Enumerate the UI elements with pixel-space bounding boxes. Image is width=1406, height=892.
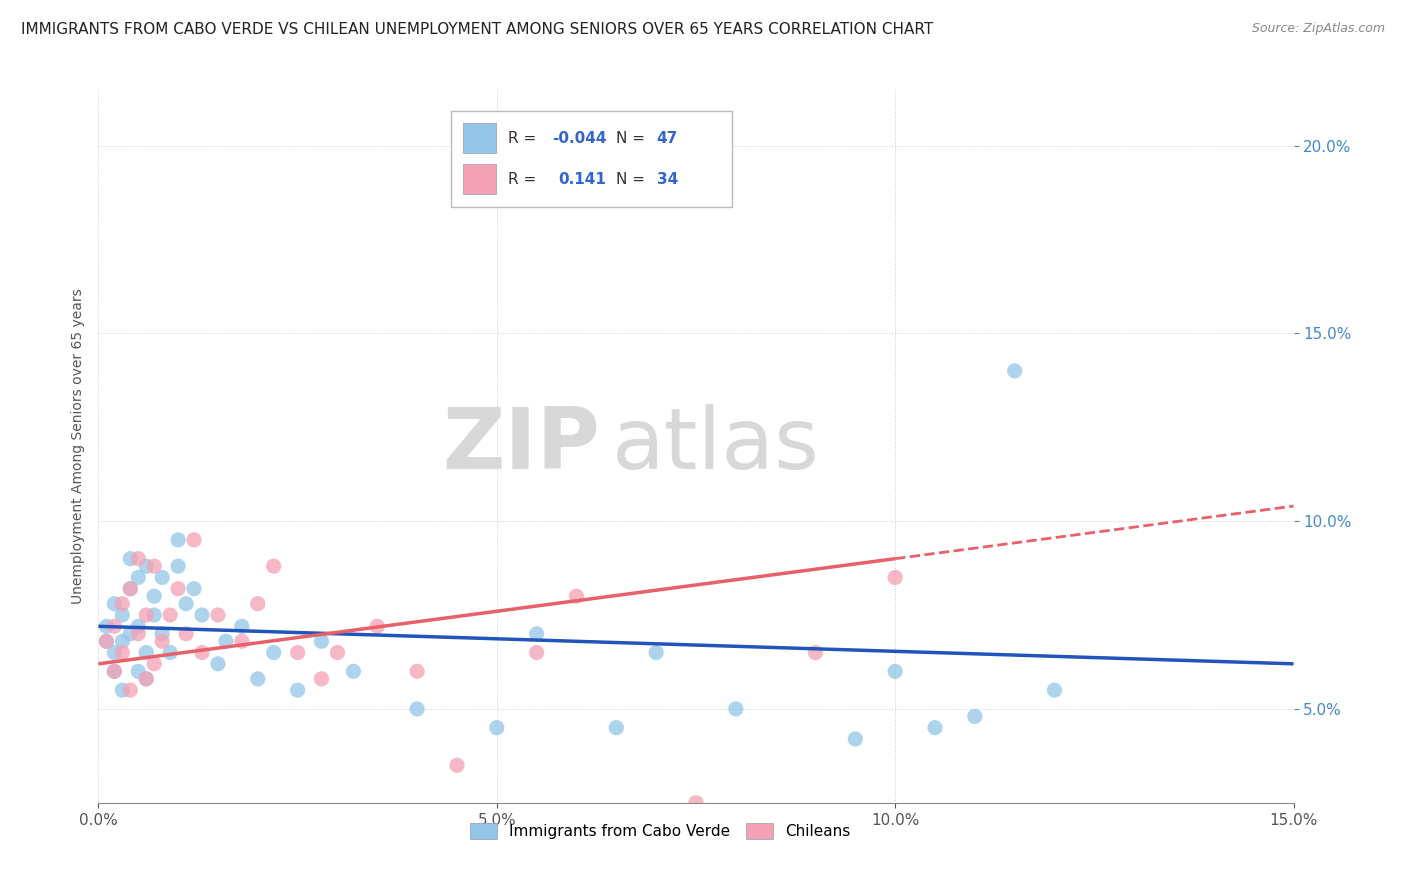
Point — [167, 559, 190, 574]
Point — [111, 607, 134, 622]
Point — [526, 627, 548, 641]
Text: Source: ZipAtlas.com: Source: ZipAtlas.com — [1251, 22, 1385, 36]
Point — [103, 665, 125, 679]
Point — [159, 607, 181, 622]
Bar — [463, 123, 496, 153]
Text: 0.141: 0.141 — [558, 172, 606, 187]
Point — [159, 646, 181, 660]
Point — [215, 634, 238, 648]
Legend: Immigrants from Cabo Verde, Chileans: Immigrants from Cabo Verde, Chileans — [464, 817, 856, 845]
Text: IMMIGRANTS FROM CABO VERDE VS CHILEAN UNEMPLOYMENT AMONG SENIORS OVER 65 YEARS C: IMMIGRANTS FROM CABO VERDE VS CHILEAN UN… — [21, 22, 934, 37]
Point — [111, 646, 134, 660]
Text: N =: N = — [616, 131, 650, 146]
Point — [167, 582, 190, 596]
Point — [311, 672, 333, 686]
Point — [135, 672, 157, 686]
Point — [804, 646, 827, 660]
Point — [724, 702, 747, 716]
Point — [191, 646, 214, 660]
Point — [103, 619, 125, 633]
Point — [924, 721, 946, 735]
Text: N =: N = — [616, 172, 650, 187]
Point — [103, 665, 125, 679]
Point — [231, 634, 253, 648]
Point — [135, 559, 157, 574]
Point — [183, 533, 205, 547]
Point — [565, 589, 588, 603]
Point — [446, 758, 468, 772]
Point — [526, 646, 548, 660]
Point — [120, 627, 142, 641]
Point — [103, 646, 125, 660]
Point — [96, 634, 118, 648]
Text: atlas: atlas — [613, 404, 820, 488]
Point — [103, 597, 125, 611]
Point — [963, 709, 986, 723]
Point — [120, 551, 142, 566]
Point — [685, 796, 707, 810]
Point — [111, 683, 134, 698]
Point — [150, 627, 173, 641]
Text: ZIP: ZIP — [443, 404, 600, 488]
Point — [287, 683, 309, 698]
Text: -0.044: -0.044 — [553, 131, 607, 146]
Point — [207, 607, 229, 622]
Point — [127, 665, 149, 679]
Point — [127, 570, 149, 584]
Point — [406, 665, 429, 679]
Point — [342, 665, 364, 679]
Point — [207, 657, 229, 671]
Point — [167, 533, 190, 547]
Point — [174, 597, 197, 611]
Point — [1043, 683, 1066, 698]
Point — [231, 619, 253, 633]
Point — [111, 597, 134, 611]
Point — [406, 702, 429, 716]
Point — [150, 570, 173, 584]
Point — [127, 627, 149, 641]
Text: R =: R = — [509, 131, 541, 146]
Text: 34: 34 — [657, 172, 678, 187]
Point — [96, 619, 118, 633]
Point — [143, 589, 166, 603]
Point — [135, 672, 157, 686]
Point — [96, 634, 118, 648]
Point — [884, 665, 907, 679]
Point — [143, 559, 166, 574]
Point — [183, 582, 205, 596]
Point — [645, 646, 668, 660]
Point — [263, 646, 285, 660]
Point — [174, 627, 197, 641]
Point — [485, 721, 508, 735]
Point — [884, 570, 907, 584]
FancyBboxPatch shape — [451, 111, 733, 207]
Y-axis label: Unemployment Among Seniors over 65 years: Unemployment Among Seniors over 65 years — [70, 288, 84, 604]
Point — [1004, 364, 1026, 378]
Point — [120, 582, 142, 596]
Point — [150, 634, 173, 648]
Point — [326, 646, 349, 660]
Point — [311, 634, 333, 648]
Point — [120, 582, 142, 596]
Text: R =: R = — [509, 172, 541, 187]
Point — [844, 731, 866, 746]
Point — [135, 646, 157, 660]
Point — [366, 619, 388, 633]
Point — [263, 559, 285, 574]
Point — [120, 683, 142, 698]
Text: 47: 47 — [657, 131, 678, 146]
Bar — [463, 164, 496, 194]
Point — [111, 634, 134, 648]
Point — [246, 672, 269, 686]
Point — [246, 597, 269, 611]
Point — [287, 646, 309, 660]
Point — [605, 721, 627, 735]
Point — [143, 607, 166, 622]
Point — [127, 551, 149, 566]
Point — [143, 657, 166, 671]
Point — [135, 607, 157, 622]
Point — [191, 607, 214, 622]
Point — [127, 619, 149, 633]
